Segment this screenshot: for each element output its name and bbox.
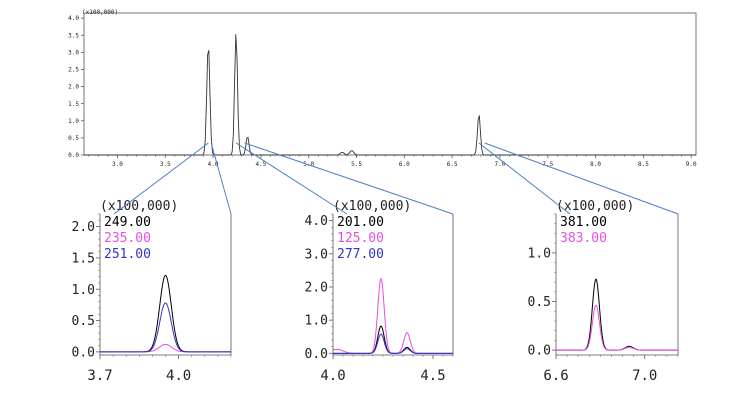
zoom-1-series-249-00 bbox=[99, 274, 232, 353]
zoom-2-series-277-00 bbox=[332, 333, 454, 354]
overview-x-tick-label: 6.5 bbox=[447, 161, 458, 168]
overview-y-tick-label: 1.0 bbox=[68, 118, 79, 125]
overview-x-tick-label: 8.5 bbox=[638, 161, 649, 168]
zoom-2-x-tick-label: 4.5 bbox=[420, 368, 445, 384]
zoom-2-connector-right bbox=[244, 142, 454, 215]
zoom-2-y-tick-label: 4.0 bbox=[305, 214, 328, 229]
zoom-1-series-235-00 bbox=[99, 343, 232, 353]
zoom-3-legend-381-00: 381.00 bbox=[560, 215, 607, 230]
zoom-1-y-tick-label: 1.5 bbox=[72, 251, 95, 266]
zoom-1-connector-left bbox=[113, 142, 209, 215]
zoom-1-legend-251-00: 251.00 bbox=[104, 247, 151, 262]
overview-x-tick-label: 7.5 bbox=[542, 161, 553, 168]
overview-y-tick-label: 2.5 bbox=[68, 67, 79, 74]
zoom-1-x-tick-label: 4.0 bbox=[166, 368, 191, 384]
zoom-3-x-tick-label: 6.6 bbox=[543, 368, 568, 384]
overview-x-tick-label: 4.0 bbox=[208, 161, 219, 168]
overview-y-tick-label: 4.0 bbox=[68, 15, 79, 22]
overview-x-tick-label: 3.0 bbox=[112, 161, 123, 168]
zoom-1-y-tick-label: 0.0 bbox=[72, 345, 95, 360]
zoom-1-scale-note: (x100,000) bbox=[100, 199, 178, 214]
zoom-1-connector-right bbox=[210, 142, 232, 215]
zoom-3-connector-left bbox=[478, 142, 571, 215]
zoom-1-legend-249-00: 249.00 bbox=[104, 215, 151, 230]
zoom-2-y-tick-label: 2.0 bbox=[305, 281, 328, 296]
zoom-3-series-381-00 bbox=[555, 278, 679, 351]
zoom-2-legend-125-00: 125.00 bbox=[337, 231, 384, 246]
overview-y-tick-label: 3.5 bbox=[68, 32, 79, 39]
zoom-1-legend-235-00: 235.00 bbox=[104, 231, 151, 246]
overview-x-tick-label: 7.0 bbox=[495, 161, 506, 168]
zoom-3-x-tick-label: 7.0 bbox=[632, 368, 657, 384]
zoom-3-scale-note: (x100,000) bbox=[556, 199, 634, 214]
zoom-3-y-tick-label: 1.0 bbox=[528, 246, 551, 261]
zoom-3-legend-383-00: 383.00 bbox=[560, 231, 607, 246]
overview-x-tick-label: 3.5 bbox=[160, 161, 171, 168]
overview-x-tick-label: 8.0 bbox=[590, 161, 601, 168]
overview-y-tick-label: 3.0 bbox=[68, 49, 79, 56]
zoom-2-connector-left bbox=[235, 142, 348, 215]
zoom-2-series-125-00 bbox=[332, 278, 454, 354]
zoom-1-y-tick-label: 1.0 bbox=[72, 283, 95, 298]
zoom-1-y-tick-label: 2.0 bbox=[72, 220, 95, 235]
overview-y-tick-label: 0.0 bbox=[68, 152, 79, 159]
zoom-1-series-251-00 bbox=[99, 302, 232, 353]
zoom-2-series-201-00 bbox=[332, 325, 454, 354]
overview-series-TIC bbox=[84, 34, 696, 156]
overview-plot-frame bbox=[83, 12, 697, 156]
zoom-2-y-tick-label: 0.0 bbox=[305, 347, 328, 362]
zoom-3-y-tick-label: 0.5 bbox=[528, 295, 551, 310]
zoom-3-connector-right bbox=[484, 142, 679, 215]
overview-x-tick-label: 9.0 bbox=[686, 161, 697, 168]
zoom-3-y-tick-label: 0.0 bbox=[528, 344, 551, 359]
zoom-2-y-tick-label: 3.0 bbox=[305, 247, 328, 262]
overview-scale-note: (x100,000) bbox=[82, 9, 118, 16]
overview-x-tick-label: 4.5 bbox=[255, 161, 266, 168]
overview-y-tick-label: 1.5 bbox=[68, 101, 79, 108]
overview-x-tick-label: 6.0 bbox=[399, 161, 410, 168]
zoom-2-scale-note: (x100,000) bbox=[333, 199, 411, 214]
zoom-2-legend-277-00: 277.00 bbox=[337, 247, 384, 262]
overview-x-tick-label: 5.5 bbox=[351, 161, 362, 168]
zoom-1-y-tick-label: 0.5 bbox=[72, 314, 95, 329]
zoom-2-y-tick-label: 1.0 bbox=[305, 314, 328, 329]
zoom-2-x-tick-label: 4.0 bbox=[320, 368, 345, 384]
overview-y-tick-label: 0.5 bbox=[68, 135, 79, 142]
overview-y-tick-label: 2.0 bbox=[68, 84, 79, 91]
zoom-2-legend-201-00: 201.00 bbox=[337, 215, 384, 230]
zoom-3-series-383-00 bbox=[555, 304, 679, 351]
zoom-1-x-tick-label: 3.7 bbox=[87, 368, 112, 384]
